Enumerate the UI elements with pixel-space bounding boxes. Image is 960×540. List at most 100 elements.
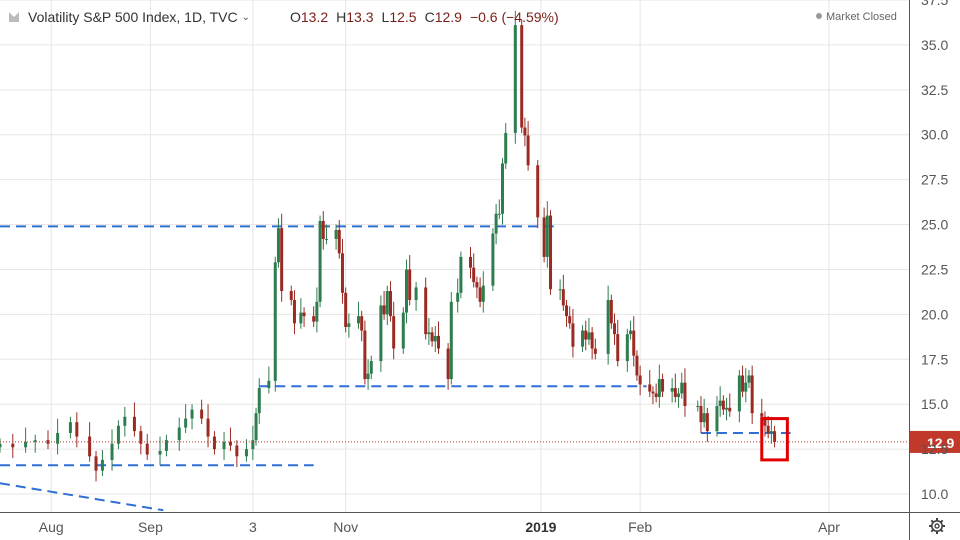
symbol-logo-icon — [9, 12, 19, 22]
y-tick-label: 35.0 — [921, 37, 948, 53]
candle-body — [769, 431, 773, 433]
candle-body — [702, 413, 706, 423]
candle-body — [334, 229, 338, 239]
y-tick-label: 30.0 — [921, 127, 948, 143]
candle-body — [526, 135, 530, 166]
trend-line — [0, 482, 164, 512]
candle-body — [568, 316, 572, 324]
candle-body — [549, 215, 553, 290]
candle-body — [200, 409, 204, 419]
x-tick-label: Sep — [138, 519, 163, 535]
gear-icon[interactable] — [928, 517, 946, 535]
candle-body — [696, 406, 700, 408]
candle-body — [100, 459, 104, 471]
candle-body — [661, 379, 665, 392]
candle-body — [561, 289, 565, 306]
candle-body — [648, 384, 652, 392]
candle-body — [725, 407, 729, 410]
candle-body — [280, 228, 284, 292]
candle-body — [292, 300, 296, 324]
last-price-label: 12.9 — [927, 435, 954, 451]
candle-body — [251, 440, 255, 450]
candle-body — [289, 291, 293, 301]
candle-body — [430, 332, 434, 342]
chart-grid — [0, 0, 909, 512]
candle-body — [324, 238, 328, 240]
candle-body — [629, 330, 633, 335]
y-tick-label: 25.0 — [921, 217, 948, 233]
candle-body — [401, 312, 405, 349]
candle-body — [212, 436, 216, 450]
y-tick-label: 15.0 — [921, 396, 948, 412]
market-status-text: Market Closed — [826, 11, 897, 23]
chart-overlays: 12.9 — [0, 417, 960, 462]
candle-body — [433, 335, 437, 342]
highlight-box — [760, 417, 789, 462]
candle-body — [651, 391, 655, 394]
candle-body — [392, 316, 396, 349]
candle-body — [558, 289, 562, 291]
candle-body — [654, 393, 658, 398]
ohlc-readout: O 13.2 H 13.3 L 12.5 C 12.9 −0.6 (−4.59%… — [290, 9, 567, 25]
status-dot-icon — [816, 13, 822, 19]
candle-body — [68, 422, 72, 433]
candle-body — [436, 335, 440, 349]
candle-body — [472, 267, 476, 283]
candle-body — [677, 393, 681, 398]
y-tick-label: 22.5 — [921, 261, 948, 277]
candle-body — [344, 292, 348, 327]
candle-body — [75, 422, 79, 437]
candle-body — [741, 375, 745, 392]
candle-body — [747, 375, 751, 383]
candle-body — [257, 388, 261, 414]
market-status: Market Closed — [816, 11, 897, 23]
x-tick-label: 2019 — [525, 519, 556, 535]
candle-body — [267, 380, 271, 389]
candle-body — [116, 425, 120, 444]
candle-body — [244, 449, 248, 457]
candle-body — [571, 323, 575, 347]
symbol-title[interactable]: Volatility S&P 500 Index, 1D, TVC — [28, 9, 238, 25]
candle-body — [299, 312, 303, 324]
candle-body — [379, 305, 383, 362]
open-label: O — [290, 9, 301, 25]
candle-body — [469, 256, 473, 268]
candle-body — [491, 233, 495, 286]
level-lines — [0, 225, 791, 512]
candle-body — [670, 388, 674, 392]
candle-body — [545, 215, 549, 257]
low-value: 12.5 — [389, 9, 417, 25]
candle-body — [94, 456, 98, 471]
chevron-down-icon[interactable]: ⌄ — [241, 11, 250, 23]
candle-body — [513, 25, 517, 133]
candle-body — [312, 316, 316, 322]
candle-body — [494, 213, 498, 234]
candlestick-series — [0, 10, 777, 482]
candle-body — [414, 287, 418, 301]
candle-body — [446, 348, 450, 380]
candle-body — [139, 431, 143, 444]
candle-body — [235, 445, 239, 457]
candle-body — [321, 220, 325, 239]
candle-body — [590, 332, 594, 349]
x-tick-label: 3 — [249, 519, 257, 535]
candle-body — [459, 256, 463, 293]
candle-body — [177, 427, 181, 441]
candle-body — [638, 375, 642, 385]
candle-body — [340, 253, 344, 293]
x-tick-label: Aug — [39, 519, 64, 535]
candle-body — [744, 382, 748, 392]
candle-body — [222, 441, 226, 450]
x-tick-label: Apr — [818, 519, 840, 535]
candle-body — [273, 262, 277, 381]
candle-body — [593, 348, 597, 354]
candle-body — [475, 282, 479, 288]
candle-body — [110, 443, 114, 460]
candle-body — [408, 269, 412, 301]
candle-body — [158, 450, 162, 455]
candle-body — [673, 388, 677, 398]
high-value: 13.3 — [346, 9, 374, 25]
candle-body — [363, 330, 367, 380]
